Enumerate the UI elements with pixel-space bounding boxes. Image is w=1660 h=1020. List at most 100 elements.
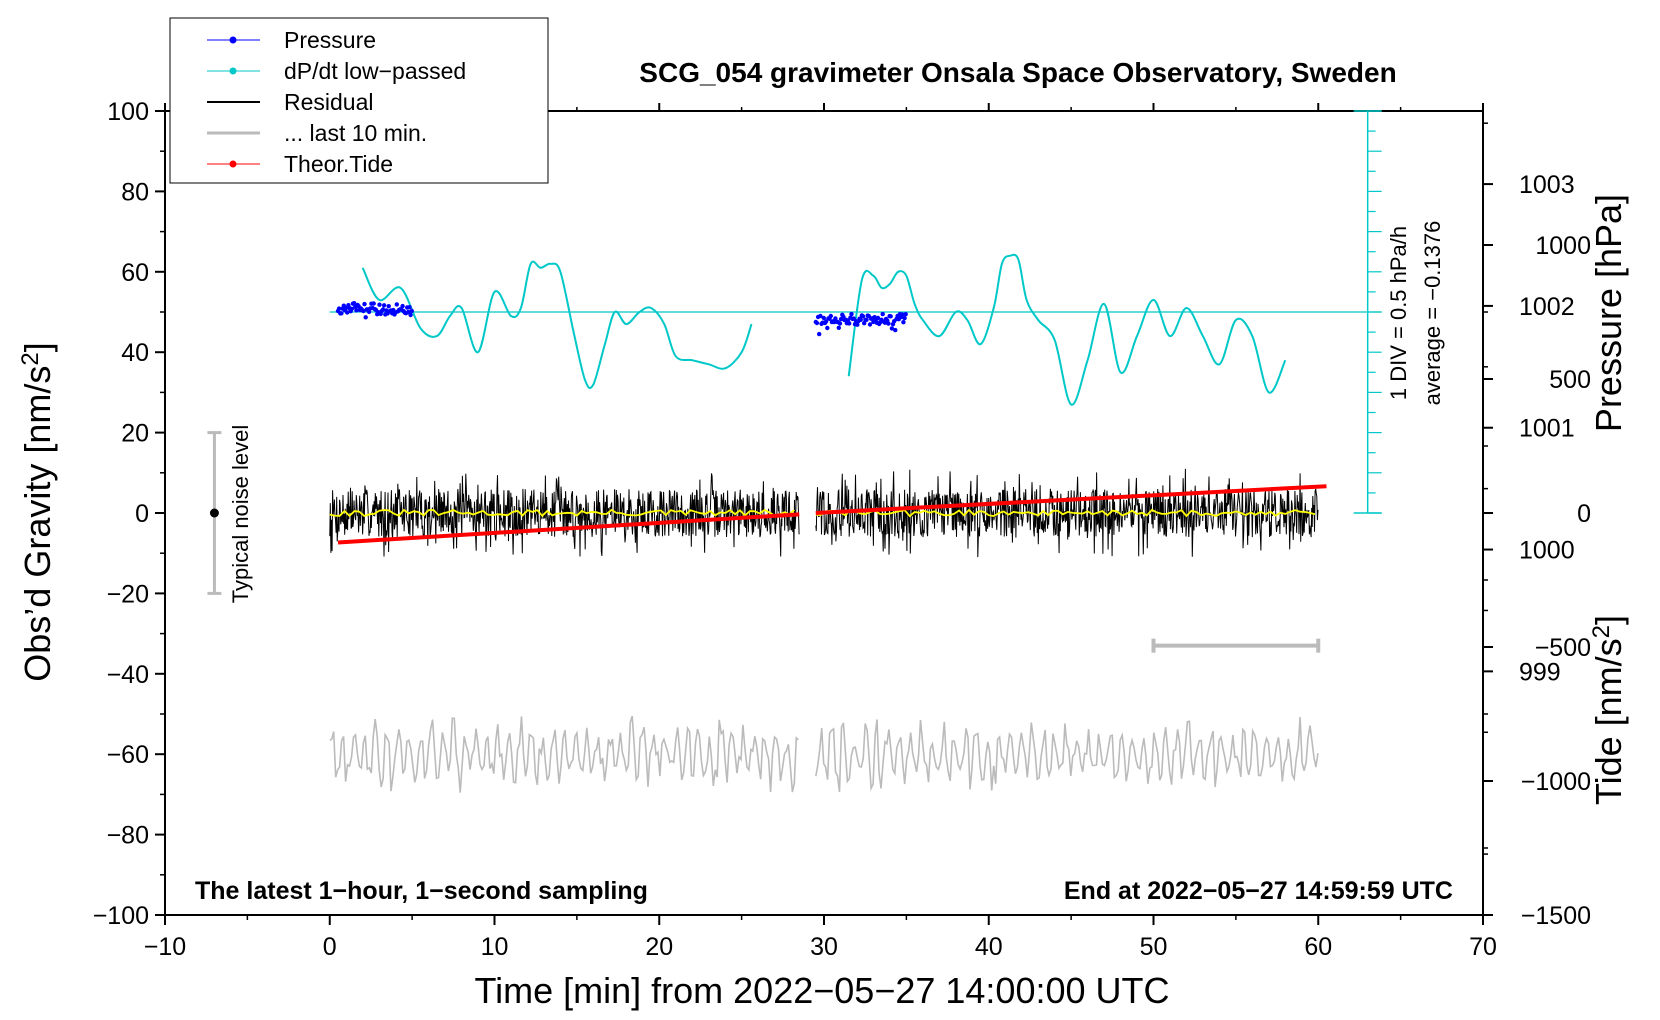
dpdt-series-line <box>847 253 1287 406</box>
chart-title: SCG_054 gravimeter Onsala Space Observat… <box>639 57 1396 88</box>
tide-tick-label: −500 <box>1535 634 1591 662</box>
note-latest-hour: The latest 1−hour, 1−second sampling <box>195 877 648 905</box>
x-tick-label: 60 <box>1304 933 1332 961</box>
tide-series-line <box>815 484 1327 515</box>
pressure-point <box>860 314 866 319</box>
residual-smoothed-line <box>815 508 1316 518</box>
pressure-point <box>872 315 877 320</box>
pressure-point <box>886 321 891 326</box>
pressure-point <box>409 308 414 314</box>
pressure-point <box>880 311 885 317</box>
pressure-point <box>354 308 359 313</box>
pressure-tick-label: 999 <box>1519 658 1561 686</box>
pressure-point <box>814 320 820 326</box>
noise-level-label: Typical noise level <box>228 425 253 604</box>
legend-box <box>169 17 549 184</box>
tide-series-line <box>337 512 800 545</box>
residual-smoothed-line <box>329 508 795 518</box>
pressure-point <box>902 315 907 321</box>
legend-tide-marker <box>229 160 237 168</box>
legend: Pressure dP/dt low−passed Residual ... l… <box>169 17 549 184</box>
pressure-point <box>371 301 376 306</box>
x-tick-label: 30 <box>810 933 838 961</box>
pressure-point <box>862 321 867 326</box>
y-tick-label: −40 <box>107 661 149 689</box>
pressure-point <box>889 326 895 331</box>
y-tick-label: −80 <box>107 822 149 850</box>
pressure-point <box>817 331 822 337</box>
pressure-point <box>847 321 852 326</box>
pressure-tick-label: 1003 <box>1519 171 1575 199</box>
tide-tick-label: 0 <box>1577 500 1591 528</box>
pressure-point <box>400 303 405 309</box>
y-tick-label: 0 <box>135 500 149 528</box>
pressure-point <box>361 308 366 314</box>
pressure-point <box>408 312 413 318</box>
pressure-point <box>836 325 841 330</box>
pressure-point <box>394 302 399 307</box>
legend-last10-label: ... last 10 min. <box>284 120 427 146</box>
pressure-point <box>406 309 411 315</box>
pressure-point <box>339 311 344 316</box>
y-axis-label-left: Obs’d Gravity [nm/s2] <box>17 342 58 681</box>
noise-bar-center <box>209 508 219 518</box>
y-tick-label: −60 <box>107 741 149 769</box>
pressure-point <box>858 317 863 322</box>
note-end-time: End at 2022−05−27 14:59:59 UTC <box>1064 877 1453 905</box>
tide-tick-label: 500 <box>1549 366 1591 394</box>
y-axis-label-pressure: Pressure [hPa] <box>1588 194 1629 432</box>
pressure-point <box>349 306 354 312</box>
x-axis-label: Time [min] from 2022−05−27 14:00:00 UTC <box>474 970 1169 1011</box>
pressure-tick-label: 1002 <box>1519 293 1575 321</box>
y-tick-label: −100 <box>93 902 149 930</box>
dpdt-scale-label: 1 DIV = 0.5 hPa/h <box>1386 226 1411 400</box>
pressure-point <box>823 319 829 324</box>
y-tick-label: 100 <box>107 98 149 126</box>
pressure-point <box>893 327 898 333</box>
pressure-tick-label: 1001 <box>1519 415 1575 443</box>
pressure-point <box>828 313 833 319</box>
pressure-point <box>363 315 368 320</box>
tide-tick-label: −1000 <box>1521 768 1591 796</box>
x-tick-label: 0 <box>323 933 337 961</box>
pressure-point <box>366 309 372 314</box>
pressure-point <box>825 325 830 331</box>
pressure-point <box>900 312 905 317</box>
legend-dpdt-marker <box>229 67 237 75</box>
y-tick-label: −20 <box>107 580 149 608</box>
pressure-tick-label: 1000 <box>1519 537 1575 565</box>
pressure-point <box>855 322 860 327</box>
y-tick-label: 80 <box>121 178 149 206</box>
pressure-point <box>821 315 826 321</box>
tide-tick-label: −1500 <box>1521 902 1591 930</box>
pressure-point <box>407 305 412 310</box>
pressure-point <box>377 302 382 307</box>
pressure-point <box>901 320 906 325</box>
pressure-point <box>903 312 908 317</box>
last10-series-line <box>815 717 1319 793</box>
pressure-point <box>351 301 357 306</box>
pressure-point <box>386 304 391 309</box>
legend-pressure-marker <box>229 36 237 44</box>
pressure-point <box>867 322 873 327</box>
y-tick-label: 20 <box>121 420 149 448</box>
pressure-point <box>336 306 342 311</box>
pressure-point <box>837 321 843 326</box>
x-tick-label: −10 <box>144 933 186 961</box>
residual-series-line <box>815 468 1319 558</box>
x-tick-label: 20 <box>645 933 673 961</box>
pressure-point <box>362 301 367 307</box>
legend-tide-label: Theor.Tide <box>284 151 393 177</box>
x-tick-label: 50 <box>1140 933 1168 961</box>
y-axis-label-tide: Tide [nm/s2] <box>1588 615 1629 805</box>
x-tick-label: 40 <box>975 933 1003 961</box>
legend-residual-label: Residual <box>284 89 374 115</box>
pressure-point <box>888 314 893 319</box>
tide-tick-label: 1000 <box>1535 232 1591 260</box>
legend-pressure-label: Pressure <box>284 27 376 53</box>
pressure-point <box>864 317 869 322</box>
pressure-point <box>345 310 350 315</box>
pressure-point <box>818 313 823 319</box>
last10-series-line <box>329 715 799 793</box>
